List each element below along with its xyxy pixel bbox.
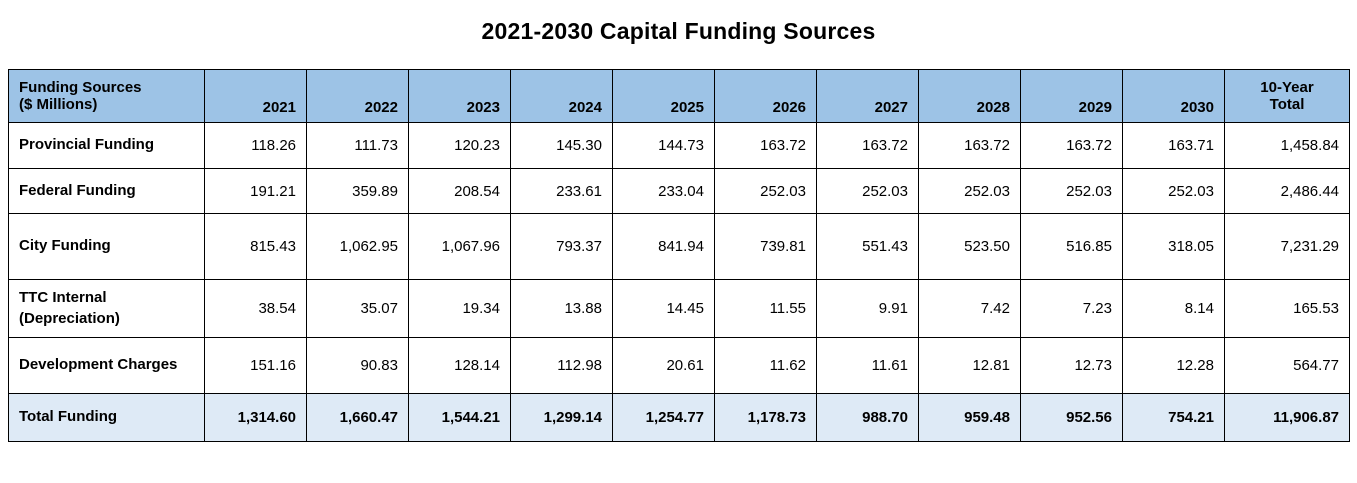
value-cell: 151.16 [204, 337, 307, 394]
table-row: Provincial Funding 118.26 111.73 120.23 145.… [8, 122, 1350, 169]
value-cell: 1,254.77 [612, 393, 715, 442]
header-total-line2: Total [1269, 96, 1305, 113]
value-cell: 815.43 [204, 213, 307, 280]
row-label: Total Funding [8, 393, 205, 442]
value-cell: 8.14 [1122, 279, 1225, 338]
value-cell: 120.23 [408, 122, 511, 169]
value-cell: 12.81 [918, 337, 1021, 394]
value-cell: 111.73 [306, 122, 409, 169]
value-cell: 1,299.14 [510, 393, 613, 442]
row-total-cell: 11,906.87 [1224, 393, 1350, 442]
value-cell: 252.03 [1122, 168, 1225, 214]
value-cell: 1,067.96 [408, 213, 511, 280]
header-row: Funding Sources ($ Millions) 2021 2022 202… [8, 69, 1350, 123]
row-total-cell: 564.77 [1224, 337, 1350, 394]
value-cell: 12.28 [1122, 337, 1225, 394]
header-funding-sources-line1: Funding Sources [19, 79, 142, 96]
value-cell: 988.70 [816, 393, 919, 442]
value-cell: 739.81 [714, 213, 817, 280]
table-row: City Funding 815.43 1,062.95 1,067.96 793.37… [8, 213, 1350, 280]
value-cell: 252.03 [714, 168, 817, 214]
value-cell: 11.62 [714, 337, 817, 394]
row-label: Development Charges [8, 337, 205, 394]
header-total-line1: 10-Year [1260, 79, 1314, 96]
value-cell: 7.23 [1020, 279, 1123, 338]
page-title: 2021-2030 Capital Funding Sources [481, 18, 876, 44]
header-year-cell: 2025 [612, 69, 715, 123]
header-year-cell: 2021 [204, 69, 307, 123]
value-cell: 163.71 [1122, 122, 1225, 169]
value-cell: 208.54 [408, 168, 511, 214]
value-cell: 959.48 [918, 393, 1021, 442]
value-cell: 38.54 [204, 279, 307, 338]
value-cell: 359.89 [306, 168, 409, 214]
value-cell: 1,660.47 [306, 393, 409, 442]
header-year-cell: 2028 [918, 69, 1021, 123]
value-cell: 14.45 [612, 279, 715, 338]
value-cell: 1,178.73 [714, 393, 817, 442]
header-year-cell: 2030 [1122, 69, 1225, 123]
value-cell: 163.72 [714, 122, 817, 169]
value-cell: 952.56 [1020, 393, 1123, 442]
value-cell: 12.73 [1020, 337, 1123, 394]
table-row: Federal Funding 191.21 359.89 208.54 233.61 2… [8, 168, 1350, 214]
funding-table: Funding Sources ($ Millions) 2021 2022 202… [8, 69, 1350, 442]
row-total-cell: 2,486.44 [1224, 168, 1350, 214]
value-cell: 191.21 [204, 168, 307, 214]
value-cell: 551.43 [816, 213, 919, 280]
table-body: Provincial Funding 118.26 111.73 120.23 145.… [8, 122, 1350, 442]
value-cell: 11.61 [816, 337, 919, 394]
value-cell: 13.88 [510, 279, 613, 338]
header-year-cell: 2026 [714, 69, 817, 123]
header-total-cell: 10-Year Total [1224, 69, 1350, 123]
value-cell: 1,314.60 [204, 393, 307, 442]
table-row: Development Charges 151.16 90.83 128.14 112.… [8, 337, 1350, 394]
value-cell: 516.85 [1020, 213, 1123, 280]
header-funding-sources-cell: Funding Sources ($ Millions) [8, 69, 205, 123]
row-label: City Funding [8, 213, 205, 280]
value-cell: 233.04 [612, 168, 715, 214]
header-year-cell: 2027 [816, 69, 919, 123]
row-total-cell: 7,231.29 [1224, 213, 1350, 280]
value-cell: 118.26 [204, 122, 307, 169]
value-cell: 523.50 [918, 213, 1021, 280]
value-cell: 163.72 [1020, 122, 1123, 169]
value-cell: 1,544.21 [408, 393, 511, 442]
header-year-cell: 2024 [510, 69, 613, 123]
row-total-cell: 1,458.84 [1224, 122, 1350, 169]
table-row: TTC Internal (Depreciation) 38.54 35.07 19.… [8, 279, 1350, 338]
value-cell: 841.94 [612, 213, 715, 280]
header-funding-sources-line2: ($ Millions) [19, 96, 98, 113]
value-cell: 128.14 [408, 337, 511, 394]
row-label: Federal Funding [8, 168, 205, 214]
value-cell: 163.72 [918, 122, 1021, 169]
value-cell: 252.03 [1020, 168, 1123, 214]
value-cell: 793.37 [510, 213, 613, 280]
header-year-cell: 2022 [306, 69, 409, 123]
value-cell: 11.55 [714, 279, 817, 338]
value-cell: 144.73 [612, 122, 715, 169]
value-cell: 35.07 [306, 279, 409, 338]
row-label: TTC Internal (Depreciation) [8, 279, 205, 338]
value-cell: 318.05 [1122, 213, 1225, 280]
value-cell: 1,062.95 [306, 213, 409, 280]
header-year-cell: 2023 [408, 69, 511, 123]
value-cell: 9.91 [816, 279, 919, 338]
row-label: Provincial Funding [8, 122, 205, 169]
row-total-cell: 165.53 [1224, 279, 1350, 338]
value-cell: 163.72 [816, 122, 919, 169]
value-cell: 7.42 [918, 279, 1021, 338]
value-cell: 233.61 [510, 168, 613, 214]
total-row: Total Funding 1,314.60 1,660.47 1,544.21 1,2… [8, 393, 1350, 442]
value-cell: 19.34 [408, 279, 511, 338]
value-cell: 145.30 [510, 122, 613, 169]
value-cell: 754.21 [1122, 393, 1225, 442]
value-cell: 252.03 [918, 168, 1021, 214]
header-year-cell: 2029 [1020, 69, 1123, 123]
value-cell: 20.61 [612, 337, 715, 394]
value-cell: 252.03 [816, 168, 919, 214]
value-cell: 90.83 [306, 337, 409, 394]
value-cell: 112.98 [510, 337, 613, 394]
